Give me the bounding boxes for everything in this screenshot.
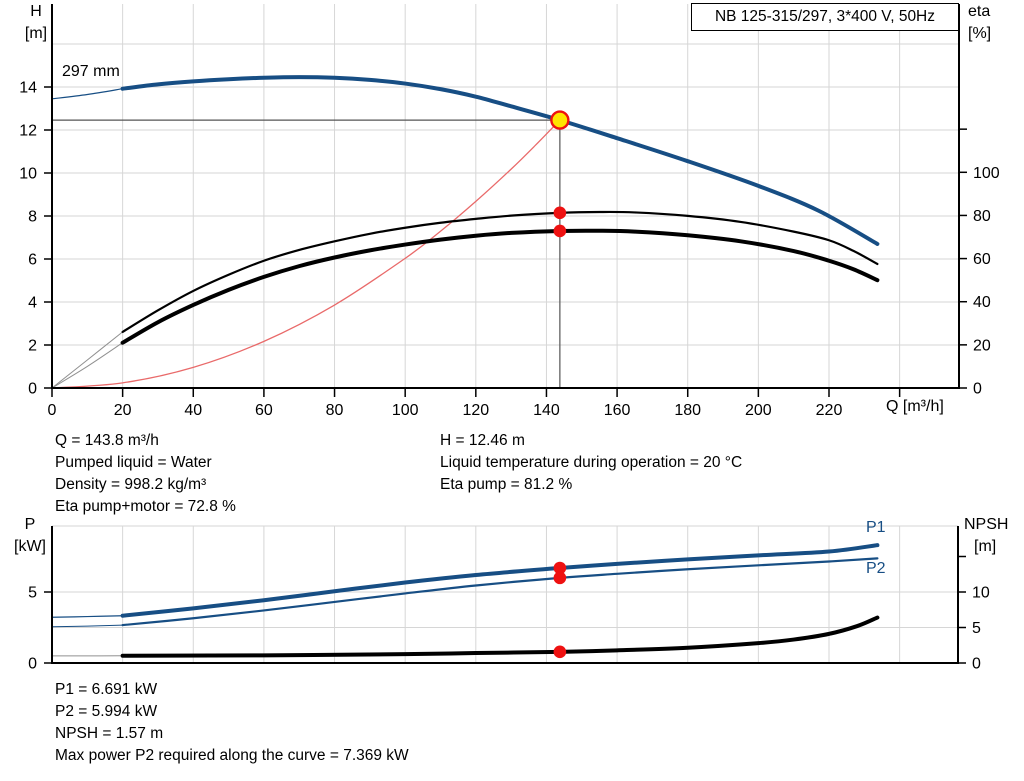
affinity-parabola-curve xyxy=(51,119,561,389)
info-line-h: H = 12.46 m xyxy=(440,432,525,449)
npsh-marker xyxy=(553,645,567,659)
eta-axis-unit: [%] xyxy=(968,25,992,42)
eta-pump-lead-in-curve xyxy=(51,331,124,389)
head-297mm-curve xyxy=(120,75,880,246)
x-tick-label: 100 xyxy=(392,402,419,419)
x-tick-label: 0 xyxy=(48,402,57,419)
eta-pump-motor-marker xyxy=(553,224,567,238)
h-axis-label: H xyxy=(30,3,42,20)
x-tick-label: 140 xyxy=(533,402,560,419)
x-tick-label: 40 xyxy=(184,402,202,419)
p2-power-curve xyxy=(121,557,879,627)
info-line-q: Q = 143.8 m³/h xyxy=(55,432,159,449)
p-axis-unit: [kW] xyxy=(14,538,46,555)
head-lead-in-curve xyxy=(51,88,124,100)
info-line-maxp: Max power P2 required along the curve = … xyxy=(55,747,409,764)
eta-tick-label: 100 xyxy=(973,165,1000,182)
h-tick-label: 14 xyxy=(19,80,37,97)
eta-pump-motor-lead-in-curve xyxy=(51,342,124,389)
h-tick-label: 12 xyxy=(19,123,37,140)
eta-axis-label: eta xyxy=(968,3,991,20)
p-axis-label: P xyxy=(24,516,36,533)
eta-tick-label: 40 xyxy=(973,294,991,311)
eta-tick-label: 60 xyxy=(973,251,991,268)
h-tick-label: 6 xyxy=(28,252,37,269)
npsh-axis-unit: [m] xyxy=(974,538,997,555)
duty-info-right: H = 12.46 m Liquid temperature during op… xyxy=(440,430,742,496)
p2-lead-in-curve xyxy=(51,624,124,628)
x-tick-label: 20 xyxy=(114,402,132,419)
info-line-density: Density = 998.2 kg/m³ xyxy=(55,476,207,493)
h-tick-label: 0 xyxy=(28,381,37,398)
eta-pump-marker xyxy=(553,206,567,220)
h-axis-unit: [m] xyxy=(24,25,48,42)
p1-marker xyxy=(553,561,567,575)
npsh-tick-label: 10 xyxy=(972,585,990,602)
q-axis-label: Q [m³/h] xyxy=(886,398,944,415)
x-tick-label: 80 xyxy=(326,402,344,419)
eta-tick-label: 0 xyxy=(973,381,982,398)
duty-info-left: Q = 143.8 m³/h Pumped liquid = Water Den… xyxy=(55,430,236,518)
h-tick-label: 10 xyxy=(19,166,37,183)
x-tick-label: 160 xyxy=(604,402,631,419)
duty-point[interactable] xyxy=(550,110,570,130)
p2-marker xyxy=(553,571,567,585)
h-tick-label: 4 xyxy=(28,295,37,312)
info-line-liquid: Pumped liquid = Water xyxy=(55,454,212,471)
p2-curve-label: P2 xyxy=(866,560,886,577)
npsh-tick-label: 0 xyxy=(972,656,981,673)
info-line-eta-total: Eta pump+motor = 72.8 % xyxy=(55,498,236,515)
eta-pump-motor-curve xyxy=(120,228,880,345)
eta-tick-label: 20 xyxy=(973,337,991,354)
eta-pump-curve xyxy=(121,210,879,334)
x-tick-label: 60 xyxy=(255,402,273,419)
p-tick-label: 5 xyxy=(28,585,37,602)
p1-power-curve xyxy=(120,543,880,618)
x-tick-label: 180 xyxy=(674,402,701,419)
p1-lead-in-curve xyxy=(51,615,124,618)
info-line-temp: Liquid temperature during operation = 20… xyxy=(440,454,743,471)
h-tick-label: 2 xyxy=(28,338,37,355)
impeller-diameter-label: 297 mm xyxy=(62,63,120,80)
npsh-curve-curve xyxy=(120,615,880,658)
info-line-npsh: NPSH = 1.57 m xyxy=(55,725,164,742)
x-tick-label: 220 xyxy=(816,402,843,419)
h-tick-label: 8 xyxy=(28,209,37,226)
info-line-p2: P2 = 5.994 kW xyxy=(55,703,158,720)
p1-curve-label: P1 xyxy=(866,519,886,536)
x-tick-label: 120 xyxy=(462,402,489,419)
info-line-eta-pump: Eta pump = 81.2 % xyxy=(440,476,573,493)
npsh-axis-label: NPSH xyxy=(964,516,1009,533)
npsh-tick-label: 5 xyxy=(972,620,981,637)
x-tick-label: 200 xyxy=(745,402,772,419)
eta-tick-label: 80 xyxy=(973,208,991,225)
info-line-p1: P1 = 6.691 kW xyxy=(55,681,158,698)
pump-title-box: NB 125-315/297, 3*400 V, 50Hz xyxy=(691,3,959,31)
p-tick-label: 0 xyxy=(28,656,37,673)
power-info-panel: P1 = 6.691 kW P2 = 5.994 kW NPSH = 1.57 … xyxy=(55,679,409,767)
